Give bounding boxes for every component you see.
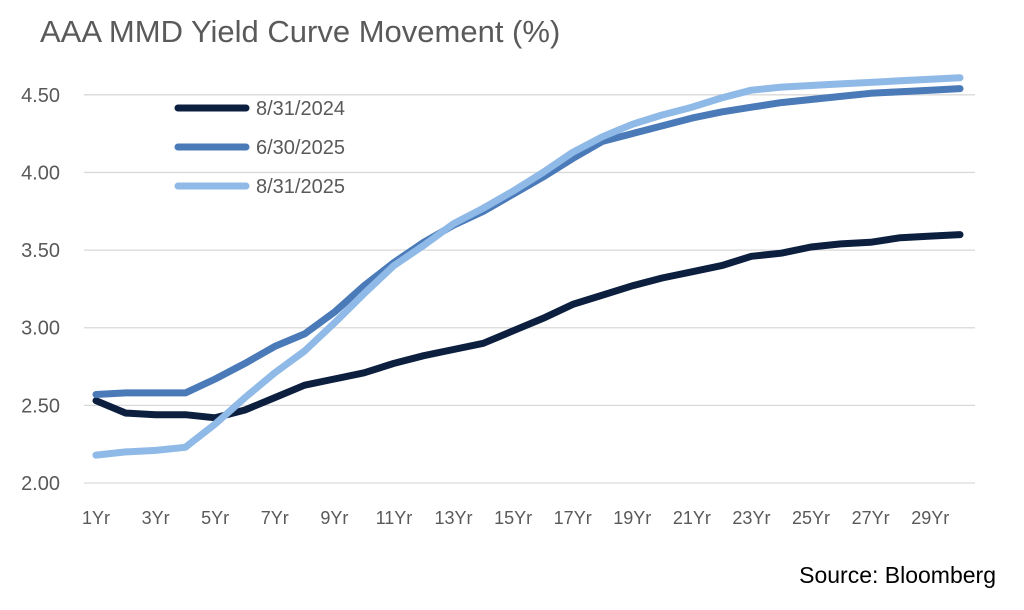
y-tick-label: 2.50 [21, 395, 60, 417]
x-tick-label: 17Yr [554, 508, 592, 528]
source-note: Source: Bloomberg [799, 562, 996, 588]
x-tick-label: 5Yr [201, 508, 229, 528]
x-tick-label: 11Yr [376, 508, 413, 528]
x-axis-tick-labels: 1Yr 3Yr 5Yr 7Yr 9Yr 11Yr 13Yr 15Yr 17Yr 19Yr 21Yr 2… [82, 508, 949, 528]
series-line-3 [92, 74, 964, 459]
legend-label-3: 8/31/2025 [256, 176, 345, 198]
x-tick-label: 9Yr [320, 508, 348, 528]
y-tick-label: 4.50 [21, 85, 60, 107]
legend-label-1: 8/31/2024 [256, 98, 345, 120]
legend-label-2: 6/30/2025 [256, 137, 345, 159]
y-tick-label: 3.00 [21, 318, 60, 340]
x-tick-label: 13Yr [435, 508, 473, 528]
series-line-1 [92, 231, 964, 422]
y-axis-tick-labels: 2.00 2.50 3.00 3.50 4.00 4.50 [21, 85, 60, 495]
x-tick-label: 25Yr [792, 508, 830, 528]
x-tick-label: 19Yr [613, 508, 651, 528]
y-tick-label: 2.00 [21, 473, 60, 495]
x-tick-label: 27Yr [852, 508, 890, 528]
x-tick-label: 1Yr [82, 508, 110, 528]
series-lines [92, 74, 964, 459]
x-tick-label: 29Yr [911, 508, 949, 528]
x-tick-label: 21Yr [673, 508, 711, 528]
y-tick-label: 3.50 [21, 240, 60, 262]
legend: 8/31/2024 6/30/2025 8/31/2025 [174, 98, 345, 198]
chart-title: AAA MMD Yield Curve Movement (%) [40, 14, 561, 49]
y-tick-label: 4.00 [21, 162, 60, 184]
line-chart: 2.00 2.50 3.00 3.50 4.00 4.50 1Yr 3Yr 5Yr 7Yr 9Yr… [21, 74, 975, 528]
x-tick-label: 23Yr [732, 508, 770, 528]
x-tick-label: 7Yr [261, 508, 289, 528]
x-tick-label: 3Yr [142, 508, 170, 528]
x-tick-label: 15Yr [494, 508, 532, 528]
